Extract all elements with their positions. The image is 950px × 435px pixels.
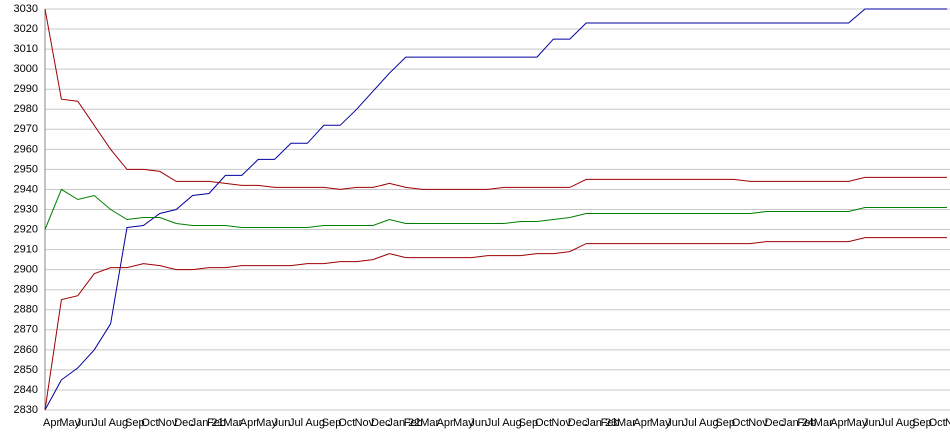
y-tick-label: 2900 — [14, 264, 38, 276]
y-tick-label: 2850 — [14, 364, 38, 376]
y-tick-label: 2960 — [14, 143, 38, 155]
x-tick-label: Jan 23 — [584, 417, 617, 429]
x-tick-label: Oct — [141, 417, 158, 429]
x-tick-label: Apr — [43, 417, 60, 429]
x-tick-label: Dec — [371, 417, 391, 429]
series-line — [44, 8, 947, 190]
x-tick-label: Apr — [633, 417, 650, 429]
y-tick-label: 2970 — [14, 123, 38, 135]
series-line — [44, 237, 947, 411]
x-tick-label: Jun — [863, 417, 881, 429]
x-tick-label: Feb — [797, 417, 816, 429]
x-tick-label: Nov — [355, 417, 375, 429]
x-tick-label: Jul — [486, 417, 500, 429]
x-tick-label: Mar — [814, 417, 833, 429]
x-tick-label: Mar — [420, 417, 439, 429]
x-tick-label: Jan 22 — [387, 417, 420, 429]
y-tick-label: 2990 — [14, 83, 38, 95]
x-tick-label: Jun — [469, 417, 487, 429]
x-tick-label: Nov — [945, 417, 950, 429]
x-tick-label: May — [847, 417, 868, 429]
x-tick-label: Dec — [765, 417, 785, 429]
x-tick-label: Dec — [174, 417, 194, 429]
x-tick-label: Jul — [683, 417, 697, 429]
x-tick-label: Jul — [92, 417, 106, 429]
x-tick-label: Feb — [404, 417, 423, 429]
x-tick-label: Sep — [912, 417, 932, 429]
y-tick-label: 2890 — [14, 284, 38, 296]
y-tick-label: 2920 — [14, 223, 38, 235]
x-tick-label: Jun — [76, 417, 94, 429]
x-tick-label: Feb — [207, 417, 226, 429]
x-tick-label: Oct — [732, 417, 749, 429]
y-tick-label: 2880 — [14, 304, 38, 316]
x-tick-label: Nov — [748, 417, 768, 429]
x-tick-label: Aug — [109, 417, 129, 429]
x-tick-label: Aug — [502, 417, 522, 429]
x-tick-label: Apr — [830, 417, 847, 429]
y-tick-label: 2930 — [14, 203, 38, 215]
x-tick-label: Oct — [535, 417, 552, 429]
x-tick-label: Aug — [896, 417, 916, 429]
series-line — [44, 8, 947, 411]
y-tick-label: 2830 — [14, 404, 38, 416]
x-tick-label: Jul — [879, 417, 893, 429]
x-tick-label: May — [59, 417, 80, 429]
x-tick-label: May — [453, 417, 474, 429]
y-tick-label: 2840 — [14, 384, 38, 396]
x-tick-label: May — [256, 417, 277, 429]
x-tick-label: Jun — [666, 417, 684, 429]
x-tick-label: Jan 21 — [191, 417, 224, 429]
x-tick-label: Oct — [929, 417, 946, 429]
x-tick-label: Aug — [305, 417, 325, 429]
y-tick-label: 3000 — [14, 63, 38, 75]
y-tick-label: 2860 — [14, 344, 38, 356]
x-tick-label: Nov — [551, 417, 571, 429]
x-tick-label: Jul — [289, 417, 303, 429]
x-tick-label: Jan 24 — [781, 417, 814, 429]
y-tick-label: 2980 — [14, 103, 38, 115]
x-tick-label: Sep — [519, 417, 539, 429]
x-tick-label: May — [650, 417, 671, 429]
x-tick-label: Sep — [715, 417, 735, 429]
x-tick-label: Apr — [437, 417, 454, 429]
x-tick-label: Sep — [125, 417, 145, 429]
y-tick-label: 2940 — [14, 183, 38, 195]
x-tick-label: Dec — [568, 417, 588, 429]
x-tick-label: Feb — [601, 417, 620, 429]
y-tick-label: 3020 — [14, 23, 38, 35]
x-tick-label: Nov — [158, 417, 178, 429]
x-tick-label: Jun — [273, 417, 291, 429]
x-tick-label: Oct — [338, 417, 355, 429]
y-tick-label: 2910 — [14, 244, 38, 256]
y-tick-label: 2950 — [14, 163, 38, 175]
x-tick-label: Mar — [617, 417, 636, 429]
series-line — [44, 188, 947, 230]
y-tick-label: 2870 — [14, 324, 38, 336]
x-tick-label: Aug — [699, 417, 719, 429]
y-tick-label: 3030 — [14, 3, 38, 15]
x-tick-label: Sep — [322, 417, 342, 429]
x-tick-label: Apr — [240, 417, 257, 429]
x-tick-label: Mar — [223, 417, 242, 429]
y-tick-label: 3010 — [14, 43, 38, 55]
